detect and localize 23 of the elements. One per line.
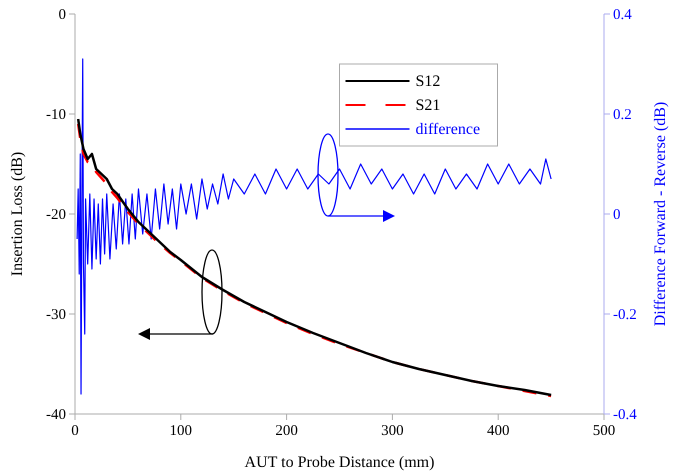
y2-tick-label: 0.2 [613, 107, 632, 123]
y2-axis-title: Difference Forward - Reverse (dB) [652, 102, 669, 326]
y-tick-label: -10 [46, 107, 66, 123]
x-axis-title: AUT to Probe Distance (mm) [244, 454, 434, 471]
y2-tick-label: 0.4 [613, 7, 632, 23]
line-series [76, 58, 552, 395]
legend-label: S21 [416, 97, 440, 114]
y-tick-label: 0 [58, 7, 66, 23]
x-tick-label: 400 [486, 423, 510, 439]
y-axis-title: Insertion Loss (dB) [9, 152, 26, 276]
y2-tick-label: 0 [613, 207, 620, 223]
x-tick-label: 200 [275, 423, 298, 439]
y-tick-label: -40 [46, 407, 66, 423]
legend-label: S12 [416, 73, 440, 90]
y2-tick-label: -0.4 [613, 407, 638, 423]
x-tick-label: 100 [170, 423, 192, 439]
x-tick-label: 0 [71, 423, 79, 439]
x-tick-label: 300 [381, 423, 404, 439]
x-tick-label: 500 [592, 423, 616, 439]
legend-label: difference [416, 121, 480, 138]
y-tick-label: -20 [46, 207, 66, 223]
y2-tick-label: -0.2 [613, 307, 637, 323]
y-tick-label: -30 [46, 307, 66, 323]
